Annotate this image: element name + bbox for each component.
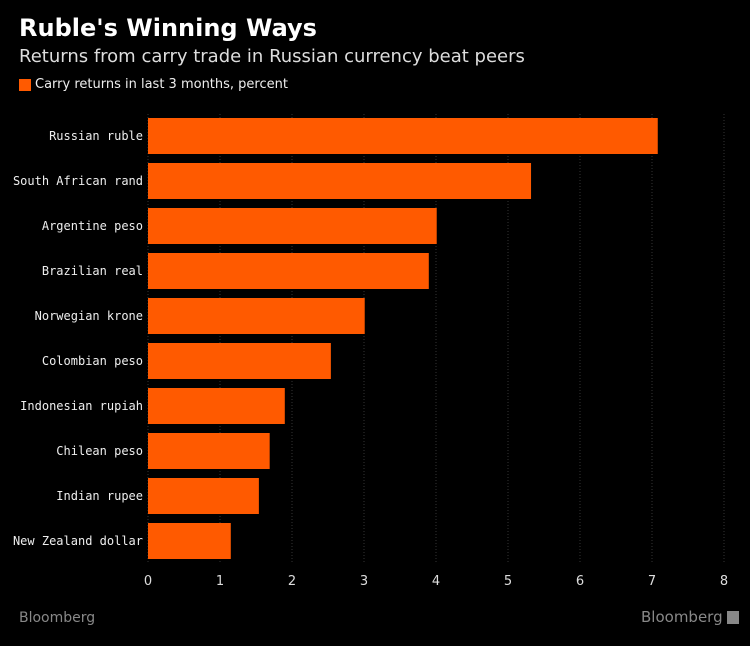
category-label: Russian ruble: [49, 129, 143, 143]
category-label: Argentine peso: [42, 219, 143, 233]
category-label: Chilean peso: [56, 444, 143, 458]
category-label: New Zealand dollar: [13, 534, 143, 548]
bar: [148, 478, 259, 514]
bar: [148, 433, 270, 469]
bar: [148, 253, 429, 289]
bar: [148, 388, 285, 424]
x-tick-label: 1: [216, 574, 224, 589]
category-label: South African rand: [13, 174, 143, 188]
category-label: Brazilian real: [42, 264, 143, 278]
category-label: Norwegian krone: [35, 309, 143, 323]
x-tick-label: 0: [144, 574, 152, 589]
category-label: Indonesian rupiah: [20, 399, 143, 413]
x-tick-label: 2: [288, 574, 296, 589]
legend-swatch: [19, 78, 31, 91]
bar: [148, 298, 365, 334]
bar: [148, 343, 331, 379]
x-tick-label: 4: [432, 574, 440, 589]
bar: [148, 523, 231, 559]
legend: Carry returns in last 3 months, percent: [19, 77, 288, 92]
chart-subtitle: Returns from carry trade in Russian curr…: [19, 46, 525, 67]
source-label: Bloomberg: [19, 610, 96, 626]
x-tick-label: 3: [360, 574, 368, 589]
bloomberg-chart-icon: [726, 610, 739, 624]
bar: [148, 208, 437, 244]
category-label: Colombian peso: [42, 354, 143, 368]
chart-title: Ruble's Winning Ways: [19, 14, 317, 42]
legend-label: Carry returns in last 3 months, percent: [35, 77, 288, 92]
x-tick-label: 6: [576, 574, 584, 589]
bar: [148, 118, 658, 154]
bar: [148, 163, 532, 199]
logo-text: Bloomberg: [641, 608, 723, 626]
x-tick-label: 7: [648, 574, 656, 589]
x-tick-label: 8: [720, 574, 728, 589]
x-tick-label: 5: [504, 574, 512, 589]
category-label: Indian rupee: [56, 489, 143, 503]
bloomberg-logo: Bloomberg: [641, 608, 739, 626]
